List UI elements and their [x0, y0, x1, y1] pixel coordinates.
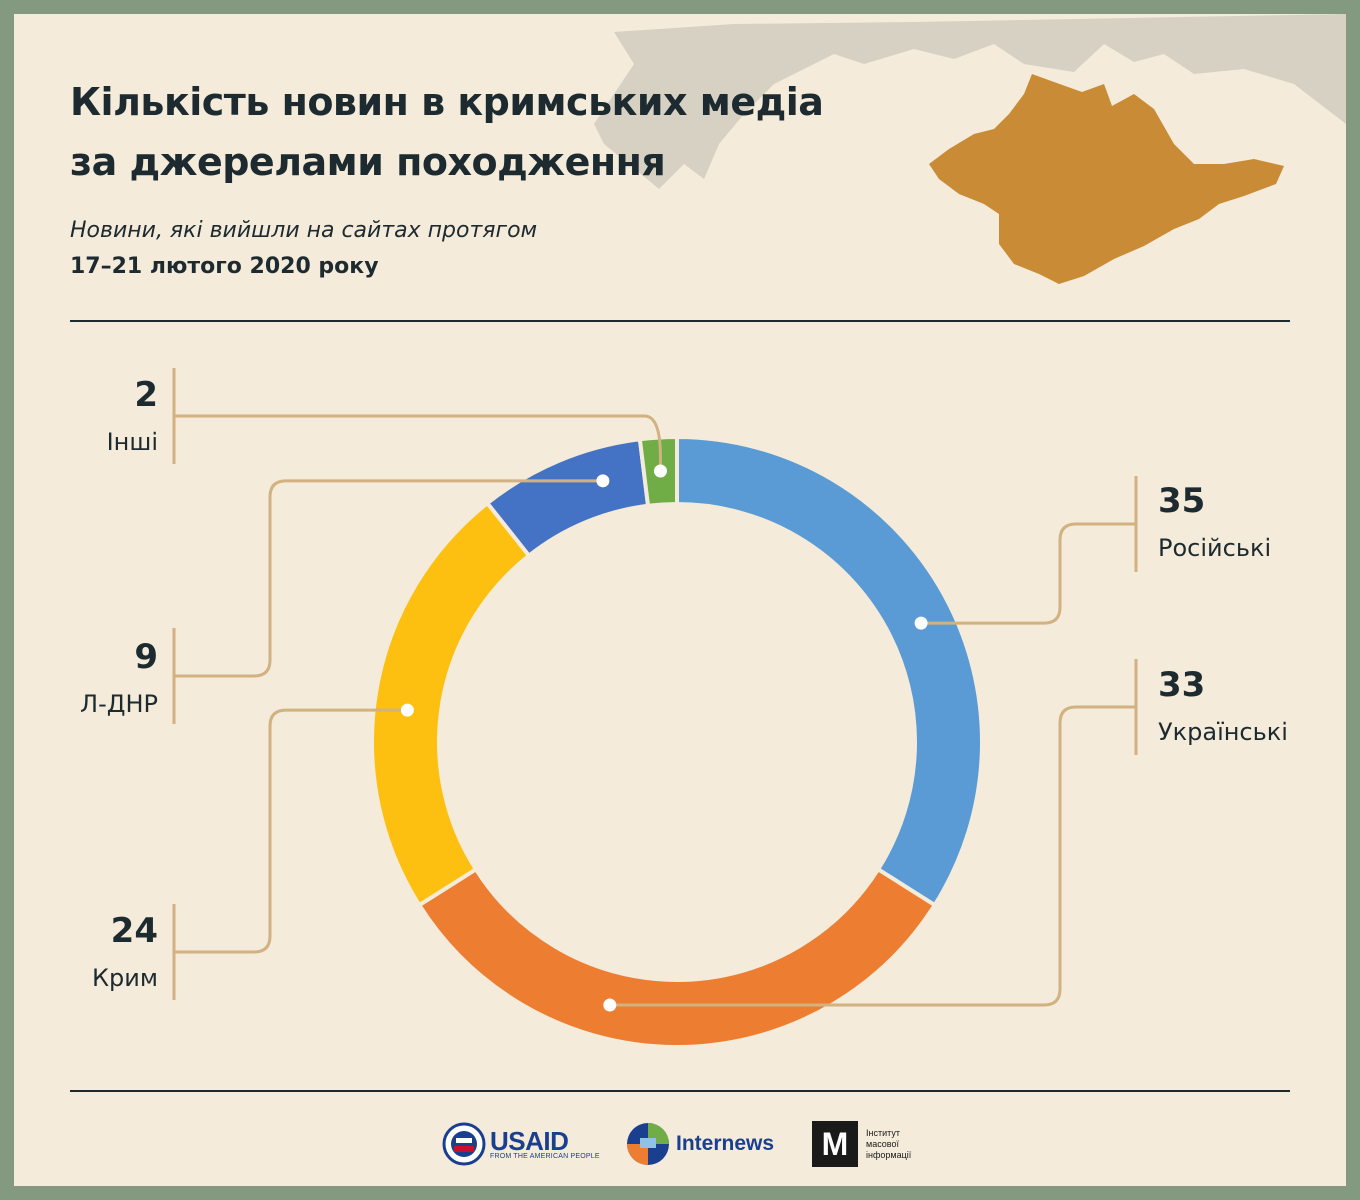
internews-wordmark: Internews	[676, 1132, 775, 1155]
leader-line-2	[174, 708, 408, 954]
mainland-map-shape	[594, 14, 1346, 189]
imi-letter-box: М	[812, 1121, 858, 1167]
chart-title: Кількість новин в кримських медіа за дже…	[70, 72, 824, 192]
leader-line-3	[174, 479, 603, 678]
imi-line-3: інформації	[866, 1149, 912, 1160]
infographic-frame: Кількість новин в кримських медіа за дже…	[14, 14, 1346, 1186]
usaid-logo: USAID FROM THE AMERICAN PEOPLE	[442, 1114, 600, 1174]
top-divider	[70, 320, 1290, 322]
leader-dot-2	[400, 703, 414, 717]
slice-category-label-0: Російські	[1158, 534, 1271, 562]
donut-slice-1	[416, 866, 938, 1049]
usaid-seal-icon	[442, 1122, 486, 1166]
title-line-2: за джерелами походження	[70, 140, 666, 184]
slice-category-label-4: Інші	[107, 428, 158, 456]
slice-value-label-0: 35	[1158, 481, 1205, 521]
slice-value-label-3: 9	[134, 637, 158, 677]
internews-mark-icon	[627, 1123, 669, 1165]
donut-slices	[370, 434, 984, 1049]
slice-category-label-3: Л-ДНР	[80, 690, 158, 718]
imi-name: Інститут масової інформації	[866, 1128, 936, 1161]
imi-logo: М Інститут масової інформації	[812, 1114, 936, 1174]
leader-line-4	[174, 414, 662, 472]
slice-value-label-1: 33	[1158, 665, 1205, 705]
crimea-map	[594, 14, 1346, 284]
bottom-divider	[70, 1090, 1290, 1092]
subtitle-italic: Новини, які вийшли на сайтах протягом	[70, 218, 538, 243]
leader-line-1	[609, 705, 1136, 1007]
leader-lines	[172, 368, 1138, 1012]
leader-dot-3	[596, 474, 610, 488]
crimea-peninsula-shape	[929, 74, 1284, 284]
imi-line-2: масової	[866, 1138, 899, 1149]
imi-line-1: Інститут	[866, 1127, 900, 1138]
title-line-1: Кількість новин в кримських медіа	[70, 80, 824, 124]
subtitle-date: 17–21 лютого 2020 року	[70, 254, 379, 279]
logo-bar: USAID FROM THE AMERICAN PEOPLE Internews…	[14, 1114, 1346, 1174]
leader-dot-1	[603, 998, 617, 1012]
usaid-wordmark: USAID	[490, 1125, 569, 1156]
slice-labels: 35 Російські 33 Українські 24 Крим 9 Л-ДНР 2 Інші	[80, 375, 1288, 992]
slice-value-label-2: 24	[111, 911, 158, 951]
leader-line-0	[921, 522, 1136, 625]
usaid-tagline: FROM THE AMERICAN PEOPLE	[490, 1152, 600, 1160]
internews-logo: Internews	[626, 1114, 774, 1174]
slice-category-label-1: Українські	[1158, 718, 1288, 746]
donut-chart: 35 Російські 33 Українські 24 Крим 9 Л-ДНР 2 Інші	[80, 368, 1288, 1049]
slice-category-label-2: Крим	[92, 964, 158, 992]
leader-dot-0	[914, 616, 928, 630]
donut-slice-0	[675, 434, 984, 908]
donut-slice-2	[370, 500, 532, 908]
leader-dot-4	[653, 464, 667, 478]
slice-value-label-4: 2	[134, 375, 158, 415]
